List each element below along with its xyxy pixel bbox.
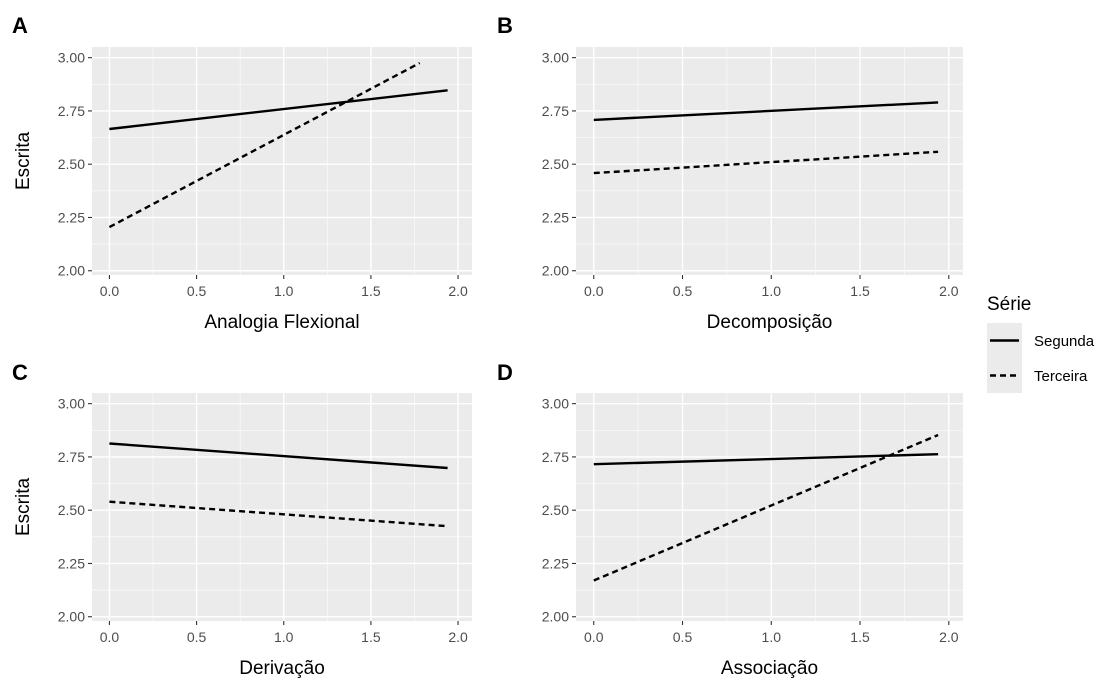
panel-a: A 2.00 2.25 2.50 2.75 3.00 0.0 0.5 1.0 1.5 2.0 Anal… <box>12 13 472 333</box>
y-tick-label: 2.50 <box>542 502 569 518</box>
x-tick-label: 2.0 <box>448 283 468 299</box>
series-line-segunda <box>109 89 448 131</box>
y-tick-label: 2.00 <box>542 609 569 625</box>
panel-tag: C <box>12 360 28 385</box>
x-axis-title: Derivação <box>239 658 325 679</box>
y-tick-label: 2.00 <box>58 609 85 625</box>
y-tick-label: 2.50 <box>58 502 85 518</box>
y-tick-label: 2.00 <box>58 263 85 279</box>
panel-tag: D <box>497 360 513 385</box>
y-tick-label: 2.25 <box>58 555 85 571</box>
y-tick-label: 2.50 <box>542 156 569 172</box>
panel-c: C 2.00 2.25 2.50 2.75 3.00 0.0 0.5 1.0 1.5 2.0 Deri… <box>12 360 472 679</box>
y-tick-label: 2.50 <box>58 156 85 172</box>
x-axis-title: Analogia Flexional <box>204 312 359 333</box>
x-tick-label: 1.5 <box>361 283 381 299</box>
series-line-terceira <box>108 61 421 229</box>
x-tick-label: 2.0 <box>939 283 959 299</box>
y-tick-label: 2.75 <box>542 103 569 119</box>
x-tick-label: 0.0 <box>100 283 120 299</box>
x-tick-label: 0.5 <box>187 283 207 299</box>
y-tick-label: 2.75 <box>58 103 85 119</box>
x-tick-label: 0.0 <box>584 283 604 299</box>
legend: Série Segunda Terceira <box>987 294 1095 393</box>
y-axis-title: Escrita <box>13 132 34 191</box>
y-tick-label: 2.00 <box>542 263 569 279</box>
x-axis-title: Decomposição <box>707 312 833 333</box>
x-tick-label: 2.0 <box>939 629 959 645</box>
y-tick-label: 3.00 <box>542 396 569 412</box>
x-tick-label: 0.5 <box>187 629 207 645</box>
x-tick-label: 1.0 <box>762 629 782 645</box>
y-tick-label: 2.75 <box>58 449 85 465</box>
y-tick-label: 3.00 <box>58 396 85 412</box>
legend-label-segunda: Segunda <box>1034 333 1095 350</box>
panel-background <box>92 47 472 275</box>
x-tick-label: 1.0 <box>274 629 294 645</box>
y-tick-label: 2.75 <box>542 449 569 465</box>
x-tick-label: 0.0 <box>100 629 120 645</box>
legend-label-terceira: Terceira <box>1034 368 1088 385</box>
x-tick-label: 1.5 <box>850 283 870 299</box>
series-line-terceira <box>593 433 939 582</box>
y-tick-label: 2.25 <box>58 209 85 225</box>
x-tick-label: 1.0 <box>762 283 782 299</box>
y-tick-label: 2.25 <box>542 209 569 225</box>
panel-background <box>576 47 963 275</box>
series-line-terceira <box>109 500 448 528</box>
y-tick-label: 3.00 <box>542 50 569 66</box>
x-tick-label: 1.0 <box>274 283 294 299</box>
panel-d: D 2.00 2.25 2.50 2.75 3.00 0.0 0.5 1.0 1.5 2.0 Asso… <box>497 360 963 679</box>
series-line-segunda <box>593 101 939 122</box>
x-tick-label: 2.0 <box>448 629 468 645</box>
y-axis-title: Escrita <box>13 478 34 537</box>
series-line-segunda <box>109 442 448 470</box>
x-tick-label: 1.5 <box>361 629 381 645</box>
series-line-segunda <box>593 453 939 466</box>
series-line-terceira <box>593 150 939 175</box>
panel-b: B 2.00 2.25 2.50 2.75 3.00 0.0 0.5 1.0 1.5 2.0 Deco… <box>497 13 963 333</box>
y-tick-label: 3.00 <box>58 50 85 66</box>
panel-tag: B <box>497 13 513 38</box>
x-axis-title: Associação <box>721 658 818 679</box>
panel-background <box>92 393 472 621</box>
x-tick-label: 0.5 <box>673 283 693 299</box>
legend-title: Série <box>987 294 1031 315</box>
x-tick-label: 0.5 <box>673 629 693 645</box>
y-tick-label: 2.25 <box>542 555 569 571</box>
x-tick-label: 0.0 <box>584 629 604 645</box>
x-tick-label: 1.5 <box>850 629 870 645</box>
panel-tag: A <box>12 13 28 38</box>
